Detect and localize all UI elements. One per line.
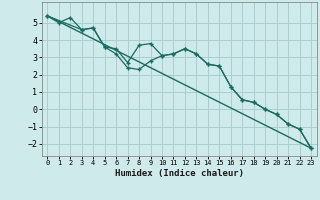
X-axis label: Humidex (Indice chaleur): Humidex (Indice chaleur) (115, 169, 244, 178)
